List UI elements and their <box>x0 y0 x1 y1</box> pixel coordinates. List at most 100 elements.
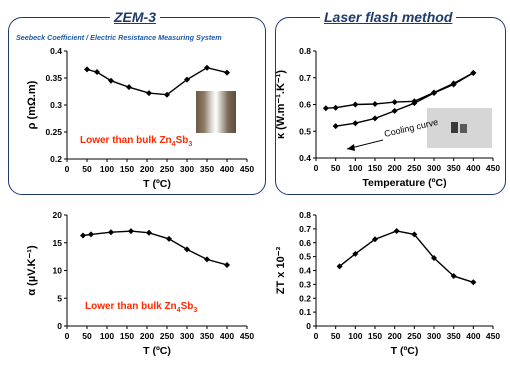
y-axis-label: κ (W.m⁻¹.K⁻¹) <box>275 70 287 139</box>
y-axis-label: ρ (mΩ.m) <box>26 80 38 129</box>
x-tick-label: 400 <box>466 331 480 341</box>
y-tick-label: 0.2 <box>299 293 311 303</box>
x-tick-label: 150 <box>368 163 382 173</box>
x-tick-label: 150 <box>368 331 382 341</box>
x-tick-label: 50 <box>82 164 92 174</box>
x-tick-label: 300 <box>180 331 194 341</box>
x-tick-label: 250 <box>160 164 174 174</box>
x-tick-label: 300 <box>427 331 441 341</box>
data-point-marker <box>224 261 230 268</box>
series-line-2 <box>335 72 474 127</box>
data-point-marker <box>352 120 359 127</box>
data-point-marker <box>128 228 134 235</box>
lower-than-bulk-annotation: Lower than bulk Zn4Sb3 <box>85 301 197 314</box>
x-tick-label: 100 <box>348 163 362 173</box>
data-point-marker <box>431 255 437 262</box>
x-tick-label: 400 <box>220 164 234 174</box>
y-tick-label: 0.2 <box>50 154 62 164</box>
data-point-marker <box>411 231 418 238</box>
series-line-1 <box>339 230 474 283</box>
y-tick-label: 0.7 <box>299 73 311 83</box>
data-point-marker <box>332 104 339 111</box>
x-tick-label: 100 <box>100 331 114 341</box>
y-tick-label: 0.6 <box>299 238 311 248</box>
y-tick-label: 0.25 <box>45 127 62 137</box>
data-point-marker <box>108 229 114 236</box>
x-axis-label: T (ºC) <box>143 345 171 357</box>
x-tick-label: 50 <box>331 331 341 341</box>
data-point-marker <box>372 236 378 243</box>
y-tick-label: 0.8 <box>299 46 311 56</box>
x-tick-label: 150 <box>120 164 134 174</box>
x-tick-label: 350 <box>447 331 461 341</box>
sample-holder-photo <box>196 91 236 133</box>
x-tick-label: 250 <box>160 331 174 341</box>
y-axis-label: α (µV.K⁻¹) <box>26 245 38 296</box>
y-tick-label: 0.4 <box>299 153 311 163</box>
x-tick-label: 250 <box>407 163 421 173</box>
y-tick-label: 0.7 <box>299 224 311 234</box>
data-point-marker <box>372 115 378 122</box>
x-tick-label: 300 <box>427 163 441 173</box>
x-tick-label: 450 <box>240 164 254 174</box>
data-point-marker <box>372 100 378 107</box>
x-tick-label: 0 <box>314 163 319 173</box>
data-point-marker <box>450 273 457 280</box>
laser-flash-panel-title: Laser flash method <box>320 9 457 25</box>
y-tick-label: 0.4 <box>50 46 62 56</box>
y-tick-label: 0.1 <box>299 307 311 317</box>
y-tick-label: 0.5 <box>299 126 311 136</box>
y-tick-label: 0 <box>306 321 311 331</box>
data-point-marker <box>352 250 359 257</box>
x-tick-label: 200 <box>388 163 402 173</box>
data-point-marker <box>80 232 86 239</box>
x-axis-label: T (ºC) <box>143 178 171 190</box>
data-point-marker <box>470 69 477 76</box>
x-tick-label: 50 <box>82 331 92 341</box>
data-point-marker <box>88 231 94 238</box>
x-tick-label: 350 <box>447 163 461 173</box>
x-axis-label: T (ºC) <box>391 345 419 357</box>
data-point-marker <box>332 123 339 130</box>
x-tick-label: 0 <box>314 331 319 341</box>
data-point-marker <box>393 227 400 234</box>
data-point-marker <box>391 99 398 106</box>
x-tick-label: 50 <box>331 163 341 173</box>
x-tick-label: 200 <box>140 331 154 341</box>
data-point-marker <box>146 229 152 236</box>
y-tick-label: 0 <box>57 321 62 331</box>
data-point-marker <box>322 105 329 112</box>
zem3-panel-title: ZEM-3 <box>110 9 160 25</box>
x-tick-label: 350 <box>200 164 214 174</box>
y-tick-label: 0.4 <box>299 266 311 276</box>
data-point-marker <box>204 64 210 71</box>
y-tick-label: 5 <box>57 293 62 303</box>
y-tick-label: 0.8 <box>299 210 311 220</box>
x-tick-label: 200 <box>388 331 402 341</box>
x-tick-label: 400 <box>220 331 234 341</box>
data-point-marker <box>352 101 359 108</box>
y-tick-label: 0.3 <box>50 100 62 110</box>
y-tick-label: 10 <box>53 266 63 276</box>
x-tick-label: 200 <box>140 164 154 174</box>
data-point-marker <box>336 263 343 270</box>
x-tick-label: 450 <box>486 331 500 341</box>
data-point-marker <box>184 246 190 253</box>
sample-photo <box>427 108 492 148</box>
data-point-marker <box>450 81 457 88</box>
x-tick-label: 0 <box>65 164 70 174</box>
data-point-marker <box>84 66 90 73</box>
cooling-arrow-head <box>347 144 355 151</box>
y-tick-label: 20 <box>53 210 63 220</box>
x-tick-label: 250 <box>407 331 421 341</box>
x-tick-label: 300 <box>180 164 194 174</box>
data-point-marker <box>224 69 230 76</box>
y-axis-label: ZT x 10⁻³ <box>275 246 287 294</box>
data-point-marker <box>164 91 170 98</box>
data-point-marker <box>431 89 437 96</box>
x-tick-label: 0 <box>65 331 70 341</box>
x-tick-label: 100 <box>100 164 114 174</box>
